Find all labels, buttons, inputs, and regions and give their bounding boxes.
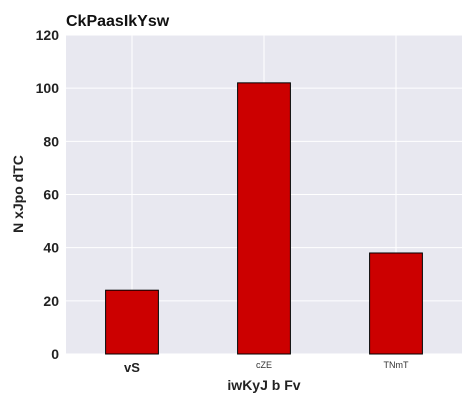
y-tick-label: 20: [43, 293, 59, 309]
bar-TNmT: [369, 252, 423, 355]
y-tick-label: 100: [36, 80, 60, 96]
y-axis-ticks: 0 20 40 60 80 100 120: [36, 27, 60, 362]
x-tick-label: vS: [124, 360, 140, 375]
bar-cZE: [237, 82, 291, 355]
x-tick-label: TNmT: [384, 360, 409, 370]
y-tick-label: 0: [51, 346, 59, 362]
y-tick-label: 80: [43, 133, 59, 149]
x-tick-label: cZE: [256, 360, 272, 370]
x-axis-ticks: vS cZE TNmT: [124, 360, 409, 375]
y-tick-label: 120: [36, 27, 60, 43]
bars: [105, 82, 423, 355]
y-tick-label: 60: [43, 187, 59, 203]
chart-title: CkPaasIkYsw: [66, 13, 170, 30]
y-tick-label: 40: [43, 240, 59, 256]
bar-vS: [105, 289, 159, 355]
y-axis-label: N xJpo dTC: [10, 155, 26, 233]
x-axis-label: iwKyJ b Fv: [227, 377, 300, 393]
